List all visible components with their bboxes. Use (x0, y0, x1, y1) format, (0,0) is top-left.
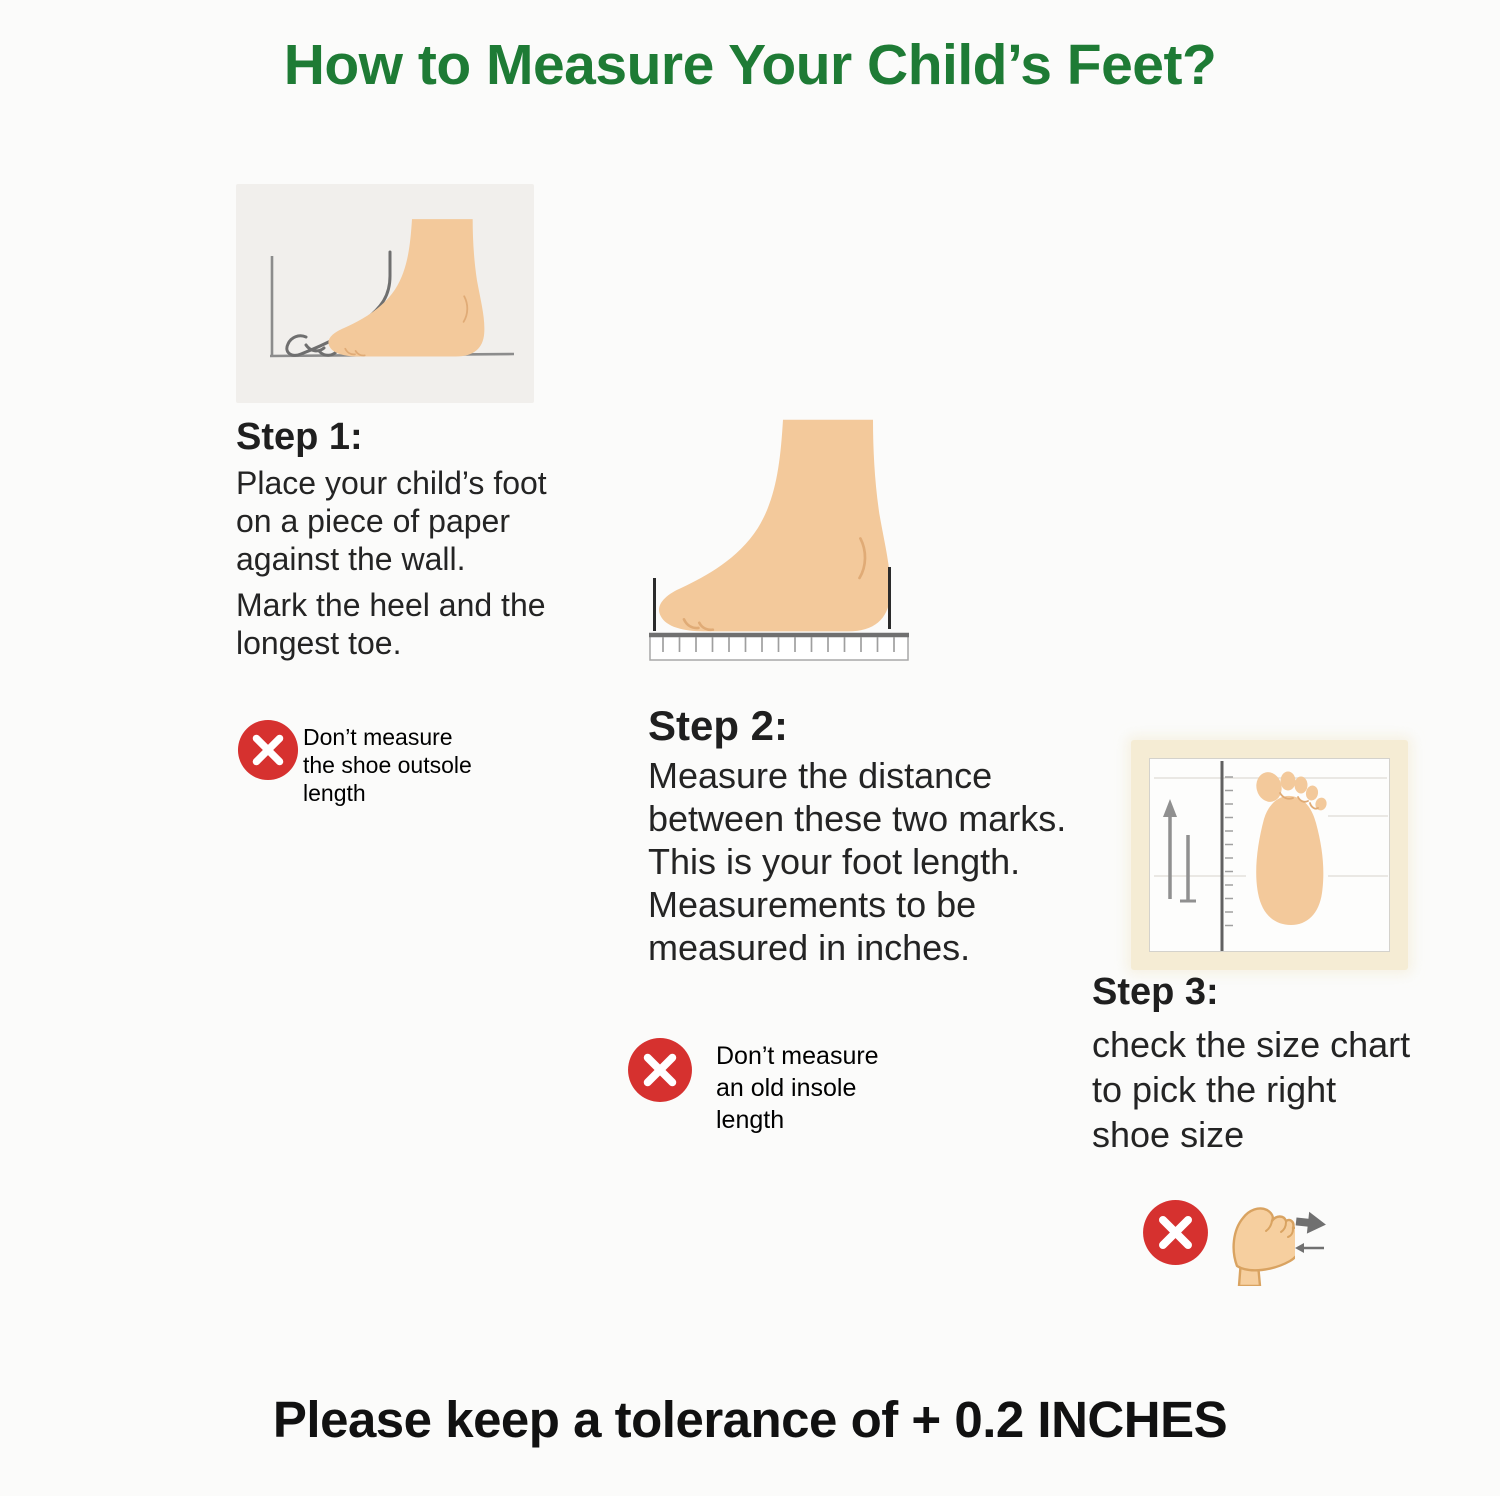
warning-insole-text: Don’t measure an old insole length (716, 1042, 879, 1134)
step3-illustration (1131, 740, 1408, 970)
ruler-icon (649, 632, 909, 661)
step1-paragraph-1: Place your child’s foot on a piece of pa… (236, 465, 547, 577)
wrong-direction-arrows-icon (1295, 1211, 1326, 1253)
step2-heading: Step 2: (648, 702, 789, 749)
size-chart-panel (1149, 758, 1390, 952)
dont-cross-icon (237, 719, 299, 781)
dont-cross-icon (1143, 1200, 1208, 1265)
tolerance-note: Please keep a tolerance of + 0.2 INCHES (272, 1391, 1228, 1448)
page-title: How to Measure Your Child’s Feet? (283, 33, 1217, 97)
dont-cross-icon (628, 1038, 692, 1102)
toe-mark-line (888, 567, 891, 629)
foot-sole-icon (1256, 771, 1327, 925)
step1-heading: Step 1: (236, 416, 363, 458)
step3-heading: Step 3: (1092, 971, 1219, 1013)
step1-paragraph-2: Mark the heel and the longest toe. (236, 587, 546, 661)
step2-paragraph-1: Measure the distance between these two m… (648, 755, 1067, 968)
step1-illustration (236, 184, 534, 403)
foot-side-icon (659, 419, 891, 632)
foot-on-size-chart-icon (1154, 761, 1388, 951)
foot-against-wall-icon (269, 219, 515, 358)
foot-toes-icon (1232, 1207, 1295, 1286)
step3-paragraph-1: check the size chart to pick the right s… (1092, 1024, 1411, 1155)
warning-outsole-text: Don’t measure the shoe outsole length (303, 724, 472, 806)
heel-mark-line (653, 578, 656, 631)
